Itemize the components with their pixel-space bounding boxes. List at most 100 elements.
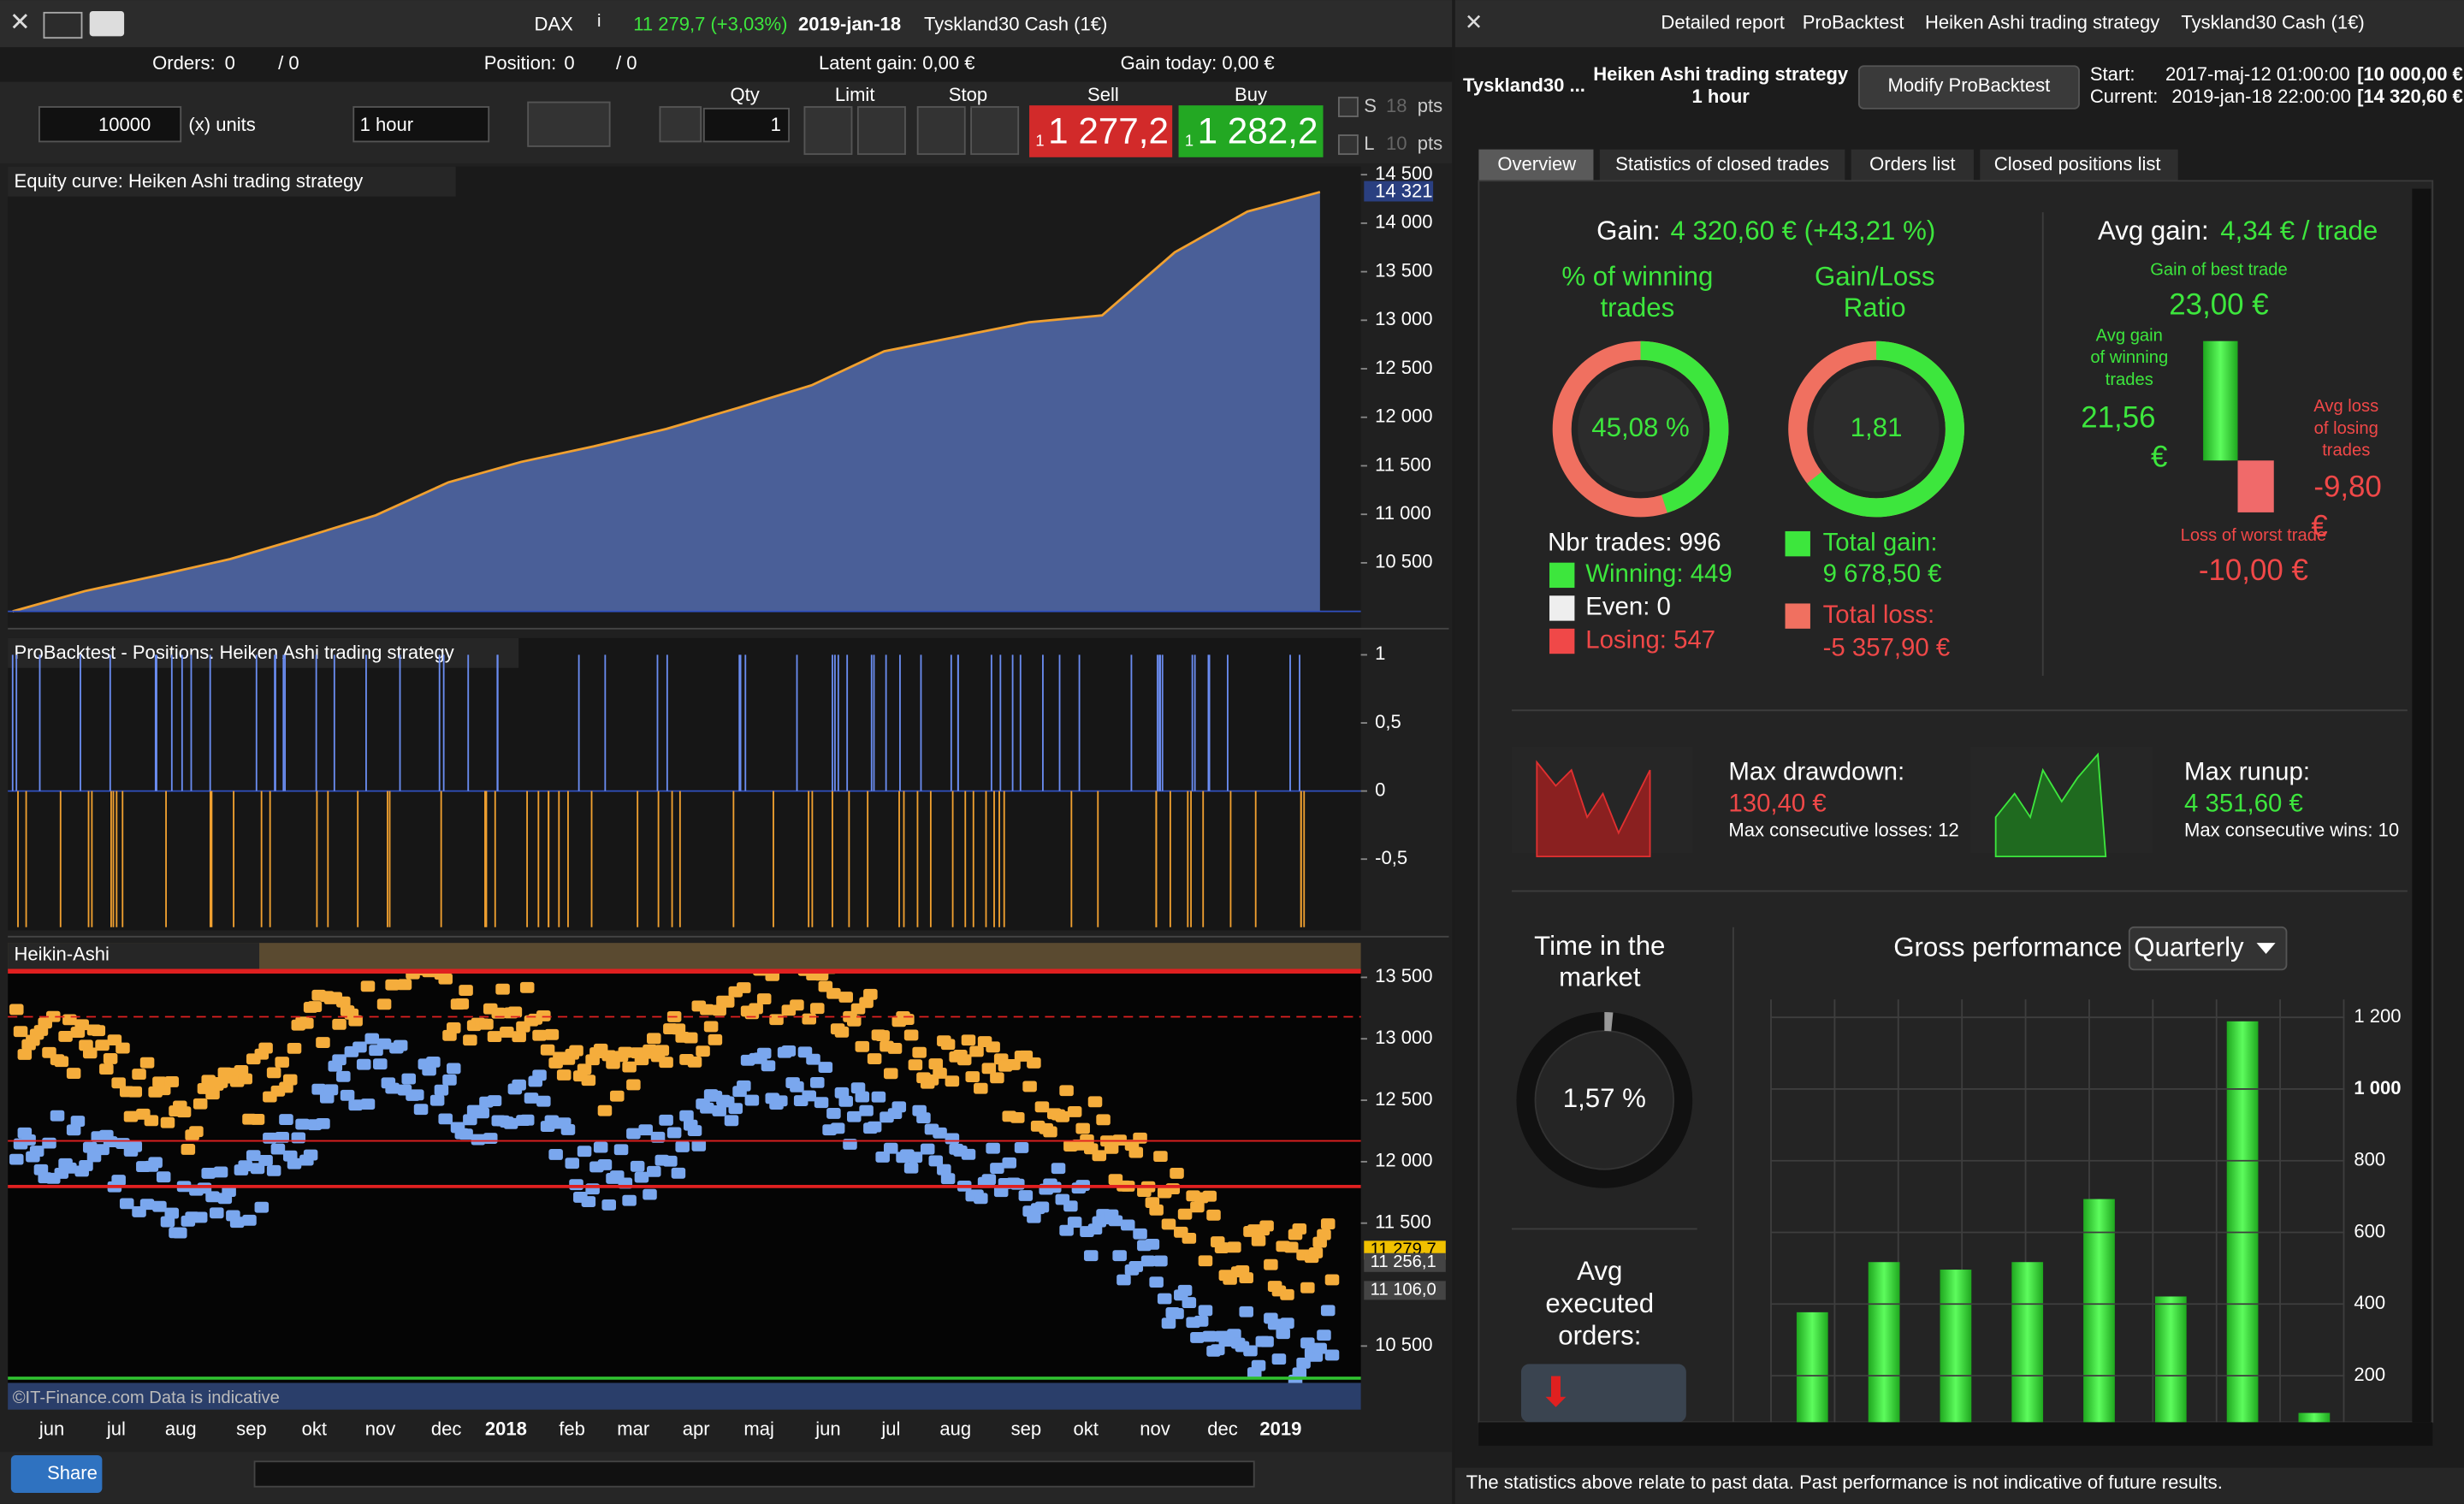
share-button[interactable] xyxy=(10,1454,103,1494)
limit-buy-button[interactable] xyxy=(803,106,853,156)
candle xyxy=(981,1174,997,1186)
label: [14 320,60 € xyxy=(2357,86,2463,107)
qty-input[interactable] xyxy=(702,107,790,143)
candle xyxy=(201,1167,216,1179)
settings-button[interactable] xyxy=(659,106,702,143)
last-value-label: 14 321 xyxy=(1375,180,1432,201)
timeframe-dropdown[interactable] xyxy=(352,106,490,143)
candle xyxy=(1292,1367,1307,1379)
candle xyxy=(712,1105,726,1116)
tab-selected[interactable] xyxy=(1478,149,1594,181)
stop-buy-button[interactable] xyxy=(916,106,966,156)
candle xyxy=(965,1071,980,1082)
label: 4 351,60 € xyxy=(2184,789,2303,817)
candle xyxy=(1059,1224,1074,1236)
candle xyxy=(192,1098,208,1110)
legend-swatch xyxy=(1785,530,1810,557)
label: -5 357,90 € xyxy=(1823,633,1951,661)
l-checkbox[interactable] xyxy=(1337,134,1359,156)
candle xyxy=(1051,1163,1066,1175)
y-tick-label: 0 xyxy=(1375,779,1385,800)
candle xyxy=(1320,1305,1336,1317)
limit-sell-button[interactable] xyxy=(856,106,906,156)
label: Max drawdown: xyxy=(1728,758,1904,786)
candle xyxy=(512,1031,526,1043)
s-checkbox[interactable] xyxy=(1337,97,1359,117)
candle xyxy=(908,1059,923,1071)
stop-sell-button[interactable] xyxy=(970,106,1020,156)
tab[interactable] xyxy=(1851,149,1974,181)
tab-label[interactable]: Orders list xyxy=(1869,153,1955,175)
window-icon[interactable] xyxy=(43,11,83,39)
candle xyxy=(1280,1288,1294,1300)
timeframe: 1 hour xyxy=(360,114,413,135)
candle xyxy=(519,1114,535,1126)
label: -10,00 € xyxy=(2199,554,2308,587)
period-value[interactable]: Quarterly xyxy=(2134,933,2244,962)
period-dropdown[interactable] xyxy=(2128,926,2288,971)
candle xyxy=(806,1053,820,1065)
label: trades xyxy=(1600,293,1674,323)
candle xyxy=(1312,1342,1327,1354)
tab-label[interactable]: Statistics of closed trades xyxy=(1615,153,1829,175)
y-tick-label: 12 500 xyxy=(1375,1088,1432,1110)
candle xyxy=(275,1131,289,1143)
candle xyxy=(173,1227,187,1239)
modify-button[interactable] xyxy=(1857,65,2080,110)
candle xyxy=(323,1084,339,1096)
v-scrollbar[interactable] xyxy=(2412,188,2431,1423)
info-icon[interactable]: i xyxy=(597,12,601,31)
candle xyxy=(519,981,535,993)
candle xyxy=(883,1142,898,1154)
candle xyxy=(250,1113,265,1125)
share-label[interactable]: Share xyxy=(47,1462,98,1483)
scrollbar[interactable] xyxy=(253,1460,1255,1488)
label: trades xyxy=(2106,370,2153,389)
tab-label[interactable]: Closed positions list xyxy=(1994,153,2161,175)
legend-swatch xyxy=(1549,562,1575,589)
label: 2017-maj-12 01:00:00 xyxy=(2165,63,2350,85)
candle xyxy=(597,1159,613,1170)
candle xyxy=(720,996,735,1008)
candle xyxy=(385,1082,400,1094)
candle xyxy=(332,1054,346,1066)
candle xyxy=(1202,1190,1217,1202)
candle xyxy=(744,1094,760,1106)
tab-label[interactable]: Overview xyxy=(1497,153,1576,175)
candle xyxy=(850,1082,866,1094)
candle xyxy=(1133,1132,1147,1144)
candle xyxy=(650,1131,666,1143)
candle xyxy=(887,1043,903,1054)
close-icon[interactable]: ✕ xyxy=(9,8,31,36)
candle xyxy=(491,1007,506,1019)
label: Gain/Loss xyxy=(1815,261,1935,291)
label: Heiken Ashi trading strategy xyxy=(1593,63,1849,85)
close-icon[interactable]: ✕ xyxy=(1465,10,1484,34)
tab[interactable] xyxy=(1980,149,2178,181)
tab[interactable] xyxy=(1599,149,1845,181)
candle xyxy=(1128,1261,1144,1272)
h-scrollbar[interactable] xyxy=(1478,1422,2433,1446)
candle xyxy=(356,1058,371,1070)
equity-line xyxy=(12,191,1321,613)
candle xyxy=(937,1164,951,1175)
candle xyxy=(401,1073,416,1085)
sell-button[interactable] xyxy=(1029,105,1173,157)
candle xyxy=(1083,1250,1099,1262)
candle xyxy=(1251,1359,1266,1371)
candle xyxy=(512,1079,526,1091)
buy-button[interactable] xyxy=(1178,105,1324,157)
candle xyxy=(1227,1329,1241,1341)
amount-input[interactable] xyxy=(38,106,182,143)
unit-dropdown[interactable]: (x) units xyxy=(188,114,255,135)
x-tick-label: aug xyxy=(165,1418,197,1439)
candle xyxy=(238,1073,252,1085)
candle xyxy=(990,1072,1004,1084)
candle xyxy=(127,1086,143,1098)
y-tick-label: 12 000 xyxy=(1375,406,1432,427)
x-tick-label: mar xyxy=(617,1418,649,1439)
donut-value: 45,08 % xyxy=(1591,412,1690,442)
keyboard-icon[interactable] xyxy=(89,10,125,37)
button-label[interactable]: Modify ProBacktest xyxy=(1888,74,2051,96)
strategy-button[interactable] xyxy=(527,101,611,147)
